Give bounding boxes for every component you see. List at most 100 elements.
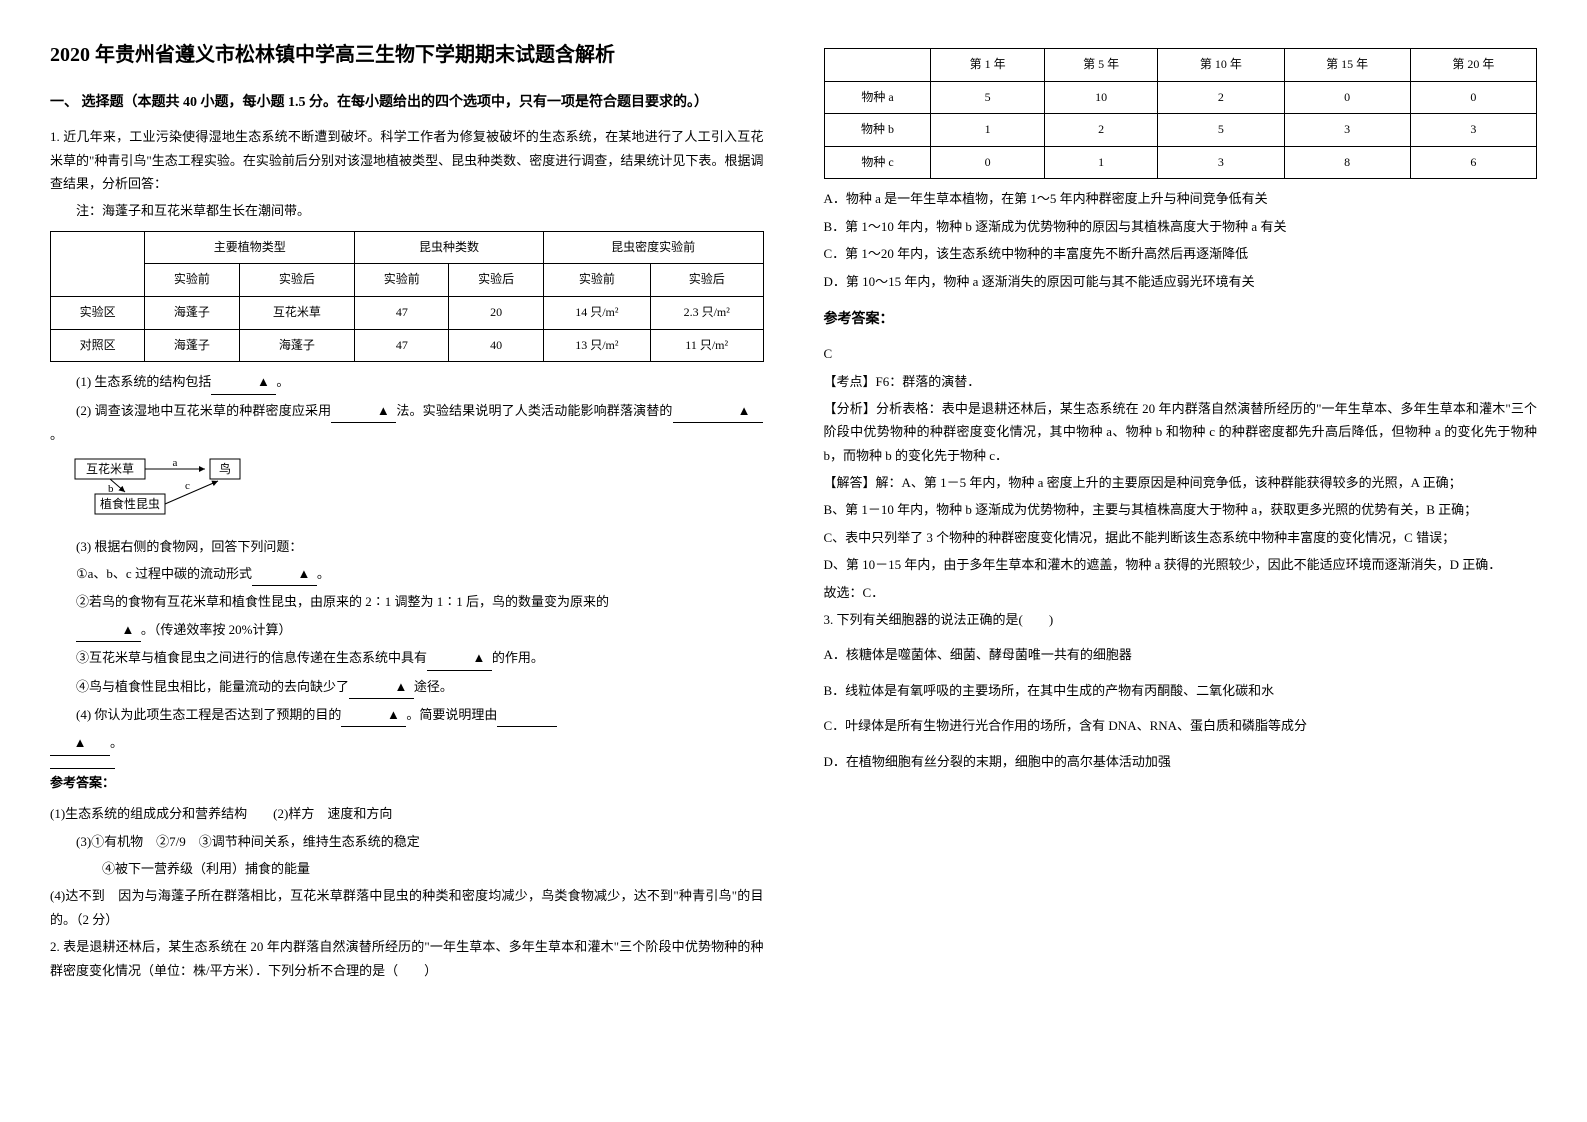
a2-solve-c: C、表中只列举了 3 个物种的种群密度变化情况，据此不能判断该生态系统中物种丰富… [824,526,1538,549]
table-cell: 5 [1158,114,1284,147]
q2-optB: B．第 1～10 年内，物种 b 逐渐成为优势物种的原因与其植株高度大于物种 a… [824,215,1538,238]
right-column: 第 1 年 第 5 年 第 10 年 第 15 年 第 20 年 物种 a 5 … [824,40,1538,986]
table-cell: 海蓬子 [145,296,239,329]
a1-line1: (1)生态系统的组成成分和营养结构 (2)样方 速度和方向 [50,802,764,825]
q1-sub1: (1) 生态系统的结构包括 ▲ 。 [50,370,764,394]
q3-optA: A．核糖体是噬菌体、细菌、酵母菌唯一共有的细胞器 [824,643,1538,666]
table-cell: 实验后 [449,264,543,297]
table-cell: 实验前 [355,264,449,297]
q1-intro: 1. 近几年来，工业污染使得湿地生态系统不断遭到破坏。科学工作者为修复被破坏的生… [50,125,764,195]
label: 【考点】 [824,374,876,389]
q1-sub3-2b: ▲ 。（传递效率按 20%计算） [50,618,764,642]
q1-sub2: (2) 调查该湿地中互花米草的种群密度应采用 ▲ 法。实验结果说明了人类活动能影… [50,399,764,447]
table-cell: 10 [1044,81,1157,114]
text: 分析表格：表中是退耕还林后，某生态系统在 20 年内群落自然演替所经历的"一年生… [824,401,1538,463]
q1-table: 主要植物类型 昆虫种类数 昆虫密度实验前 实验前 实验后 实验前 实验后 实验前… [50,231,764,362]
table-cell: 昆虫密度实验前 [543,231,763,264]
page-container: 2020 年贵州省遵义市松林镇中学高三生物下学期期末试题含解析 一、 选择题（本… [50,40,1537,986]
diagram-label: 植食性昆虫 [100,496,160,511]
q3-optC: C．叶绿体是所有生物进行光合作用的场所，含有 DNA、RNA、蛋白质和磷脂等成分 [824,714,1538,737]
table-cell: 第 5 年 [1044,49,1157,82]
table-cell: 海蓬子 [239,329,355,362]
q1-sub4: (4) 你认为此项生态工程是否达到了预期的目的 ▲ 。简要说明理由 [50,703,764,727]
q1-sub2b-text: 法。实验结果说明了人类活动能影响群落演替的 [396,403,672,418]
table-cell: 第 15 年 [1284,49,1410,82]
text: 解：A、第 1－5 年内，物种 a 密度上升的主要原因是种间竞争低，该种群能获得… [876,475,1462,490]
text: ①a、b、c 过程中碳的流动形式 [76,566,252,581]
q2-optA: A．物种 a 是一年生草本植物，在第 1～5 年内种群密度上升与种间竞争低有关 [824,187,1538,210]
document-title: 2020 年贵州省遵义市松林镇中学高三生物下学期期末试题含解析 [50,40,764,70]
table-cell: 40 [449,329,543,362]
q1-sub3-4: ④鸟与植食性昆虫相比，能量流动的去向缺少了 ▲ 途径。 [50,675,764,699]
table-cell: 8 [1284,146,1410,179]
table-cell: 实验前 [145,264,239,297]
table-cell: 第 1 年 [931,49,1044,82]
arrow-label: a [173,457,178,469]
table-header-row: 主要植物类型 昆虫种类数 昆虫密度实验前 [51,231,764,264]
q3-optD: D．在植物细胞有丝分裂的末期，细胞中的高尔基体活动加强 [824,750,1538,773]
q3-intro: 3. 下列有关细胞器的说法正确的是( ) [824,608,1538,631]
answer-heading: 参考答案： [824,307,1538,332]
q1-sub4-tail: ▲ 。 [50,731,764,755]
arrow-label: c [185,480,190,492]
text: 。简要说明理由 [406,707,497,722]
table-cell: 实验前 [543,264,650,297]
table-cell: 物种 a [824,81,931,114]
text: ④鸟与植食性昆虫相比，能量流动的去向缺少了 [76,679,349,694]
table-cell [824,49,931,82]
blank: ▲ [349,675,414,699]
table-cell: 第 20 年 [1410,49,1536,82]
table-cell: 实验后 [650,264,763,297]
a2-conclusion: 故选：C． [824,581,1538,604]
q2-intro: 2. 表是退耕还林后，某生态系统在 20 年内群落自然演替所经历的"一年生草本、… [50,935,764,982]
a2-solve-a: 【解答】解：A、第 1－5 年内，物种 a 密度上升的主要原因是种间竞争低，该种… [824,471,1538,494]
text: F6：群落的演替． [876,374,981,389]
arrow-label: b [108,483,114,495]
a1-line2: (3)①有机物 ②7/9 ③调节种间关系，维持生态系统的稳定 [50,830,764,853]
q3-optB: B．线粒体是有氧呼吸的主要场所，在其中生成的产物有丙酮酸、二氧化碳和水 [824,679,1538,702]
diagram-label: 互花米草 [86,461,134,476]
table-cell: 1 [931,114,1044,147]
a2-solve-b: B、第 1－10 年内，物种 b 逐渐成为优势物种，主要与其植株高度大于物种 a… [824,498,1538,521]
blank [497,703,557,727]
table-cell: 13 只/m² [543,329,650,362]
a2-answer: C [824,342,1538,365]
table-cell: 3 [1284,114,1410,147]
table-cell: 6 [1410,146,1536,179]
blank: ▲ [331,399,396,423]
table-row: 实验区 海蓬子 互花米草 47 20 14 只/m² 2.3 只/m² [51,296,764,329]
q2-table: 第 1 年 第 5 年 第 10 年 第 15 年 第 20 年 物种 a 5 … [824,48,1538,179]
table-cell: 实验后 [239,264,355,297]
a2-analysis: 【分析】分析表格：表中是退耕还林后，某生态系统在 20 年内群落自然演替所经历的… [824,397,1538,467]
diagram-label: 鸟 [219,461,231,476]
table-row: 物种 b 1 2 5 3 3 [824,114,1537,147]
a2-point: 【考点】F6：群落的演替． [824,370,1538,393]
q1-sub2a-text: (2) 调查该湿地中互花米草的种群密度应采用 [76,403,331,418]
text: 途径。 [414,679,453,694]
table-cell: 2 [1158,81,1284,114]
text: (4) 你认为此项生态工程是否达到了预期的目的 [76,707,341,722]
table-cell: 3 [1158,146,1284,179]
table-cell: 20 [449,296,543,329]
left-column: 2020 年贵州省遵义市松林镇中学高三生物下学期期末试题含解析 一、 选择题（本… [50,40,764,986]
q1-note: 注：海蓬子和互花米草都生长在潮间带。 [50,199,764,222]
table-cell: 0 [1410,81,1536,114]
text: 。（传递效率按 20%计算） [141,622,292,637]
table-header-row: 第 1 年 第 5 年 第 10 年 第 15 年 第 20 年 [824,49,1537,82]
q1-sub3-intro: (3) 根据右侧的食物网，回答下列问题： [50,535,764,558]
blank: ▲ [341,703,406,727]
table-cell: 1 [1044,146,1157,179]
table-cell: 实验区 [51,296,145,329]
q1-sub3-2: ②若鸟的食物有互花米草和植食性昆虫，由原来的 2∶1 调整为 1∶1 后，鸟的数… [50,590,764,613]
blank: ▲ [211,370,276,394]
table-cell: 3 [1410,114,1536,147]
text: 的作用。 [492,650,544,665]
table-cell [51,231,145,296]
section-heading: 一、 选择题（本题共 40 小题，每小题 1.5 分。在每小题给出的四个选项中，… [50,90,764,115]
table-cell: 第 10 年 [1158,49,1284,82]
text: ②若鸟的食物有互花米草和植食性昆虫，由原来的 2∶1 调整为 1∶1 后，鸟的数… [76,594,609,609]
table-cell: 0 [931,146,1044,179]
a2-solve-d: D、第 10－15 年内，由于多年生草本和灌木的遮盖，物种 a 获得的光照较少，… [824,553,1538,576]
q2-optD: D．第 10～15 年内，物种 a 逐渐消失的原因可能与其不能适应弱光环境有关 [824,270,1538,293]
table-cell: 物种 c [824,146,931,179]
